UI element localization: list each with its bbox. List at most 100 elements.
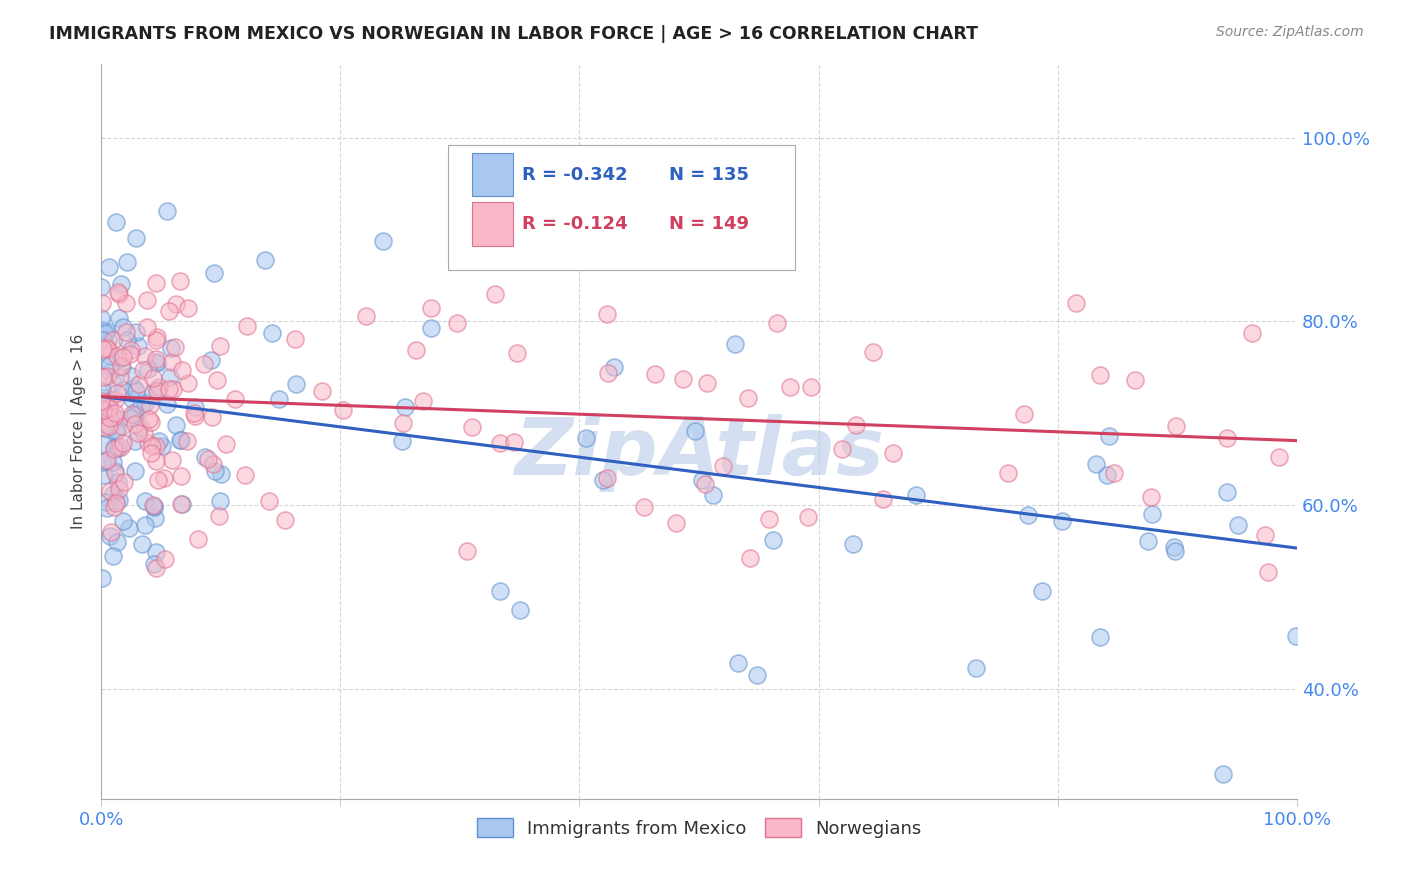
Point bbox=[125, 325, 148, 339]
Point bbox=[284, 377, 307, 392]
Point bbox=[91, 391, 114, 405]
Point bbox=[160, 452, 183, 467]
Point bbox=[391, 434, 413, 449]
Point bbox=[1216, 431, 1239, 445]
Point bbox=[124, 417, 146, 431]
Point bbox=[101, 455, 124, 469]
Point bbox=[118, 347, 141, 361]
Point bbox=[187, 533, 209, 547]
Point bbox=[1031, 584, 1053, 599]
Point bbox=[194, 450, 217, 464]
Point bbox=[100, 411, 122, 425]
Point bbox=[405, 343, 427, 357]
Point bbox=[136, 436, 159, 450]
Point bbox=[105, 424, 128, 438]
Point bbox=[90, 311, 112, 326]
Point bbox=[284, 332, 307, 346]
Point bbox=[157, 304, 180, 318]
Point bbox=[93, 395, 115, 409]
Point bbox=[489, 435, 512, 450]
Point bbox=[115, 254, 138, 268]
Point bbox=[644, 367, 666, 381]
Point bbox=[412, 394, 434, 409]
Point bbox=[1102, 467, 1125, 481]
Point bbox=[160, 341, 183, 355]
Point bbox=[107, 285, 129, 300]
Text: N = 149: N = 149 bbox=[669, 215, 749, 233]
Point bbox=[90, 280, 112, 294]
Point bbox=[1267, 450, 1289, 465]
Point bbox=[115, 333, 138, 347]
Point bbox=[121, 392, 143, 407]
Point bbox=[202, 266, 225, 280]
Point bbox=[93, 333, 115, 347]
Text: R = -0.342: R = -0.342 bbox=[522, 166, 627, 184]
Point bbox=[233, 468, 256, 483]
Point bbox=[105, 215, 128, 229]
Point bbox=[724, 337, 747, 351]
Point bbox=[91, 323, 114, 337]
Point bbox=[150, 439, 173, 453]
Point bbox=[120, 411, 142, 425]
Point bbox=[1164, 544, 1187, 558]
Point bbox=[98, 349, 121, 363]
Point bbox=[125, 231, 148, 245]
Point bbox=[160, 355, 183, 369]
Point bbox=[596, 471, 619, 485]
Point bbox=[148, 434, 170, 448]
Point bbox=[105, 423, 128, 437]
Point bbox=[96, 501, 118, 516]
Point bbox=[800, 380, 823, 394]
Point bbox=[108, 286, 131, 301]
Point bbox=[1140, 490, 1163, 504]
Point bbox=[737, 391, 759, 405]
Point bbox=[259, 493, 281, 508]
Point bbox=[1090, 630, 1112, 644]
Point bbox=[98, 358, 121, 372]
Point bbox=[141, 439, 163, 453]
Point bbox=[97, 342, 120, 356]
Point bbox=[253, 253, 276, 268]
Point bbox=[1137, 534, 1160, 549]
Point bbox=[111, 419, 134, 434]
Point bbox=[596, 307, 619, 321]
Point bbox=[603, 360, 626, 375]
Point bbox=[125, 384, 148, 399]
Point bbox=[267, 392, 290, 407]
Point bbox=[94, 395, 117, 409]
Point bbox=[143, 558, 166, 572]
Point bbox=[1166, 418, 1188, 433]
Point bbox=[98, 406, 121, 420]
Point bbox=[170, 469, 193, 483]
Point bbox=[148, 380, 170, 394]
Point bbox=[98, 529, 121, 543]
Point bbox=[1050, 514, 1073, 528]
Point bbox=[143, 500, 166, 515]
Point bbox=[132, 363, 155, 377]
Point bbox=[170, 497, 193, 511]
Point bbox=[134, 493, 156, 508]
Point bbox=[103, 500, 125, 515]
Point bbox=[153, 552, 176, 566]
Y-axis label: In Labor Force | Age > 16: In Labor Force | Age > 16 bbox=[72, 334, 87, 529]
Point bbox=[1257, 565, 1279, 579]
Point bbox=[110, 351, 132, 365]
Point bbox=[100, 524, 122, 539]
Point bbox=[100, 483, 122, 498]
Point bbox=[273, 513, 295, 527]
Point bbox=[183, 406, 205, 420]
Point bbox=[107, 482, 129, 496]
Point bbox=[373, 234, 395, 248]
Point bbox=[1227, 518, 1250, 533]
Point bbox=[115, 325, 138, 339]
Point bbox=[596, 366, 619, 380]
Point bbox=[1216, 485, 1239, 500]
Point bbox=[165, 417, 187, 432]
Point bbox=[97, 260, 120, 275]
Point bbox=[132, 425, 155, 440]
Point bbox=[207, 373, 229, 387]
Point bbox=[146, 356, 169, 370]
Point bbox=[107, 411, 129, 425]
Point bbox=[633, 500, 655, 514]
FancyBboxPatch shape bbox=[472, 153, 513, 196]
